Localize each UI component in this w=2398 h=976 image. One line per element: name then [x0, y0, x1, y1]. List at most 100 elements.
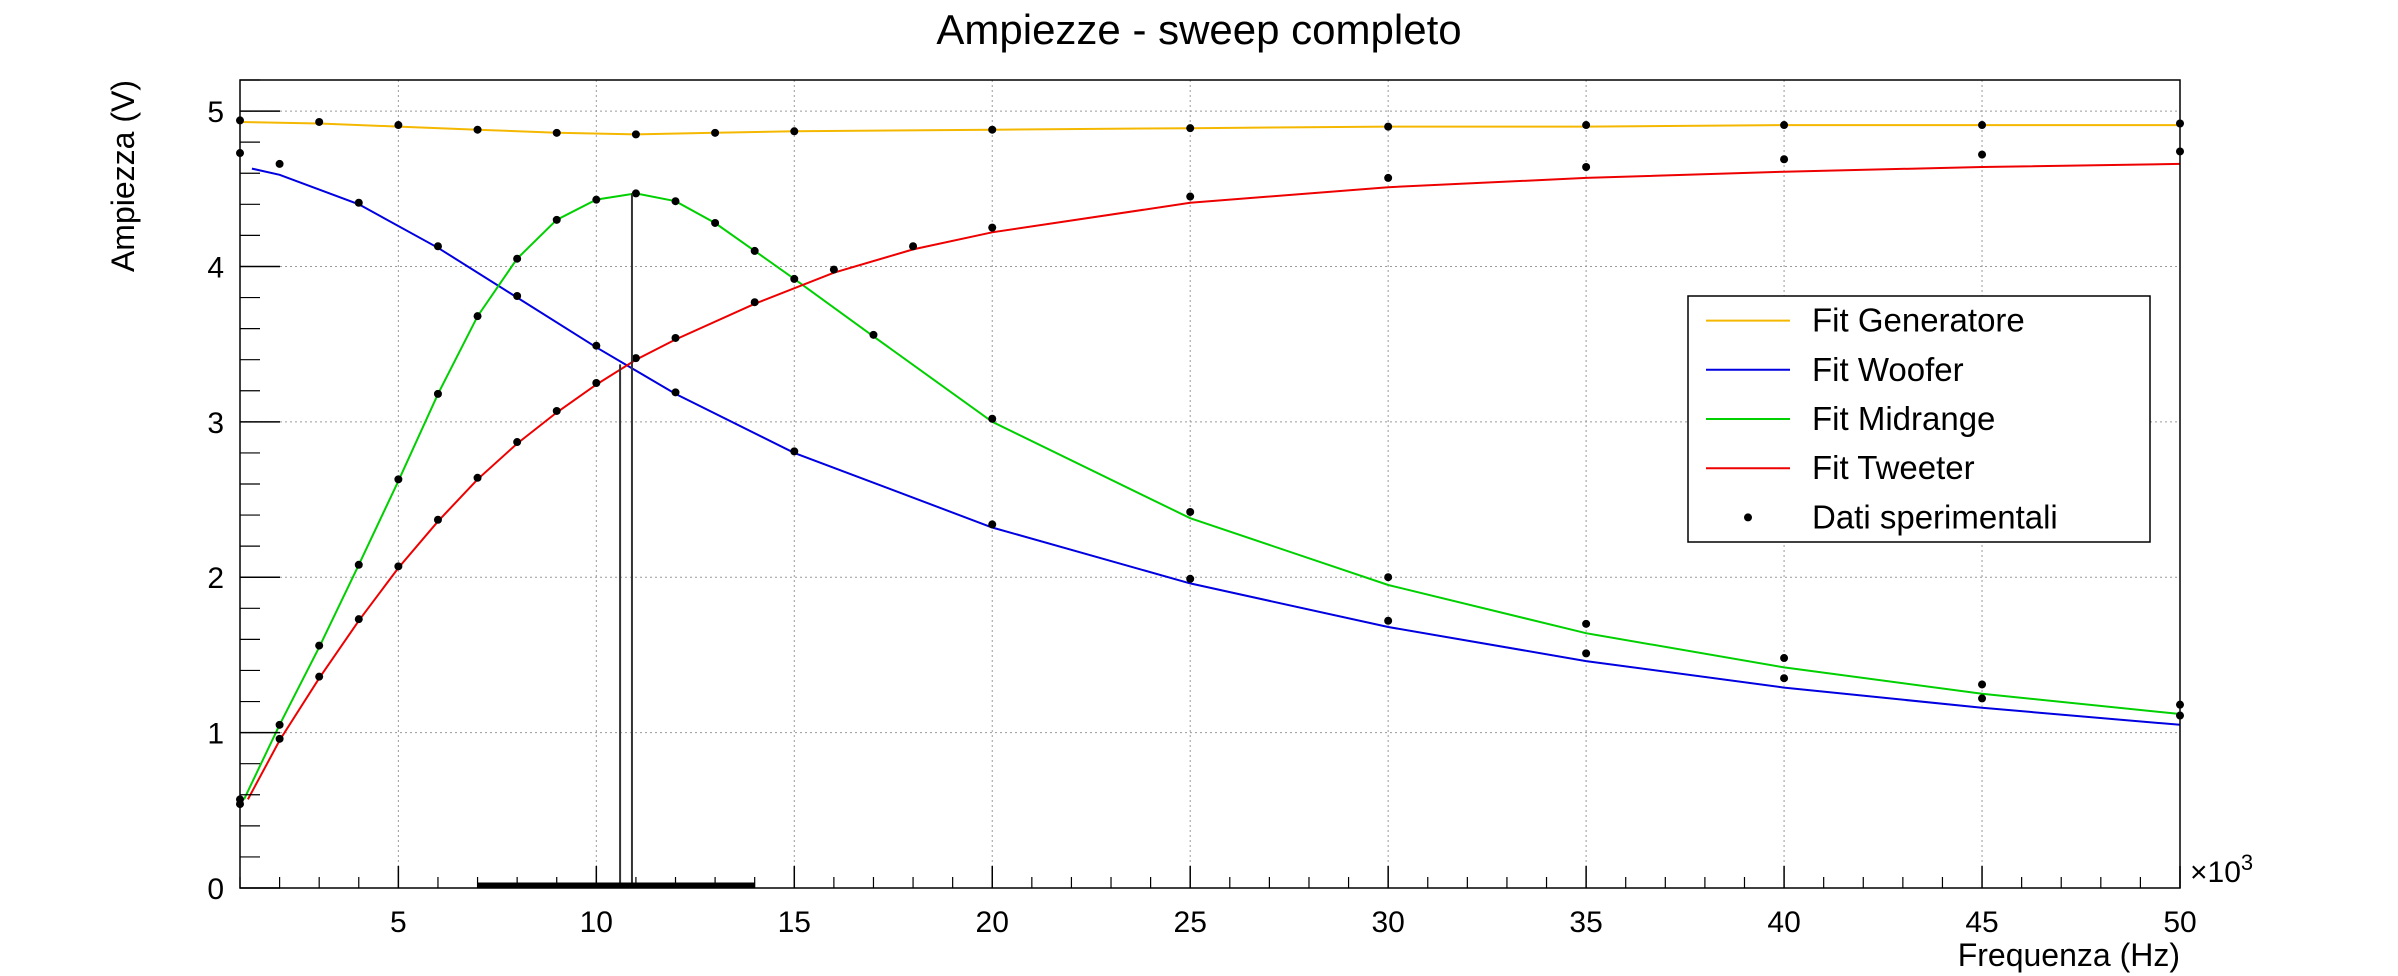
data-point	[354, 560, 363, 569]
data-point	[1780, 121, 1789, 130]
y-tick-label: 4	[207, 251, 224, 284]
data-point	[1780, 654, 1789, 663]
data-point	[671, 197, 680, 206]
data-point	[513, 438, 522, 447]
data-point	[711, 218, 720, 227]
data-point	[1780, 674, 1789, 683]
data-point	[909, 242, 918, 251]
data-point	[394, 562, 403, 571]
data-point	[592, 379, 601, 387]
data-point	[315, 117, 324, 126]
data-point	[433, 515, 442, 524]
data-point	[1582, 121, 1591, 130]
data-point	[790, 274, 799, 283]
x-tick-label: 30	[1371, 906, 1404, 939]
data-point	[473, 473, 482, 482]
y-axis-title: Ampiezza (V)	[105, 80, 141, 272]
x-tick-label: 15	[778, 906, 811, 939]
x-tick-label: 10	[580, 906, 613, 939]
data-point	[631, 354, 640, 363]
x-axis-title: Frequenza (Hz)	[1958, 937, 2180, 973]
data-point	[433, 242, 442, 251]
data-point	[1186, 192, 1195, 201]
data-point	[1384, 173, 1393, 182]
data-point	[592, 195, 601, 204]
data-point	[275, 720, 284, 729]
data-point	[1384, 122, 1393, 131]
data-point	[354, 198, 363, 207]
data-point	[275, 159, 284, 168]
data-point	[1978, 121, 1987, 130]
data-point	[394, 475, 403, 484]
y-tick-label: 2	[207, 562, 224, 595]
data-point	[869, 330, 878, 339]
data-point	[1582, 649, 1591, 658]
data-point	[671, 333, 680, 342]
x-axis-multiplier-exponent: 3	[2241, 850, 2253, 875]
x-tick-label: 20	[976, 906, 1009, 939]
data-point	[513, 254, 522, 263]
y-tick-label: 3	[207, 407, 224, 440]
data-point	[750, 298, 759, 307]
y-tick-label: 1	[207, 718, 224, 751]
data-point	[631, 189, 640, 198]
data-point	[829, 265, 838, 274]
x-axis-multiplier-base: ×10	[2190, 856, 2241, 889]
grid	[240, 80, 2180, 888]
x-tick-label: 25	[1174, 906, 1207, 939]
vertical-markers	[477, 193, 755, 888]
data-point	[1978, 680, 1987, 689]
data-point	[552, 406, 561, 415]
y-tick-label: 5	[207, 96, 224, 129]
x-tick-label: 45	[1965, 906, 1998, 939]
data-point	[1582, 163, 1591, 172]
legend: Fit Generatore Fit Woofer Fit Midrange Fit …	[1687, 295, 2151, 543]
data-point	[750, 246, 759, 255]
data-point	[988, 125, 997, 134]
series-layer	[236, 116, 2184, 809]
data-point	[433, 389, 442, 398]
data-point	[671, 388, 680, 397]
data-point	[1186, 574, 1195, 583]
data-point	[552, 128, 561, 137]
legend-entry-label: Dati sperimentali	[1812, 498, 2058, 535]
legend-swatch-marker	[1744, 513, 1752, 522]
legend-entry-label: Fit Midrange	[1812, 400, 1995, 437]
data-point	[275, 734, 284, 743]
data-point	[988, 520, 997, 529]
data-point	[631, 130, 640, 139]
x-axis-multiplier: ×103	[2190, 850, 2253, 889]
data-point	[1384, 573, 1393, 582]
fit-curve	[247, 162, 2181, 800]
data-point	[592, 341, 601, 350]
x-tick-label: 50	[2163, 906, 2196, 939]
data-point	[1186, 507, 1195, 516]
data-point	[473, 125, 482, 134]
x-tick-label: 5	[390, 906, 407, 939]
data-point	[1780, 155, 1789, 164]
data-point	[1582, 619, 1591, 628]
data-point	[315, 641, 324, 650]
legend-entry-label: Fit Generatore	[1812, 302, 2025, 339]
x-tick-label: 35	[1569, 906, 1602, 939]
data-point	[513, 291, 522, 300]
data-point	[988, 414, 997, 423]
data-point	[354, 615, 363, 624]
chart-title: Ampiezze - sweep completo	[936, 6, 1461, 53]
data-point	[790, 127, 799, 136]
x-tick-label: 40	[1767, 906, 1800, 939]
data-point	[552, 215, 561, 224]
data-point	[1978, 150, 1987, 159]
data-point	[988, 223, 997, 232]
legend-entry-label: Fit Woofer	[1812, 351, 1964, 388]
data-point	[394, 121, 403, 130]
data-point	[1978, 694, 1987, 703]
data-point	[711, 128, 720, 137]
y-tick-label: 0	[207, 873, 224, 906]
data-point	[315, 672, 324, 681]
data-point	[1384, 616, 1393, 625]
data-point	[473, 312, 482, 321]
data-point	[790, 447, 799, 456]
